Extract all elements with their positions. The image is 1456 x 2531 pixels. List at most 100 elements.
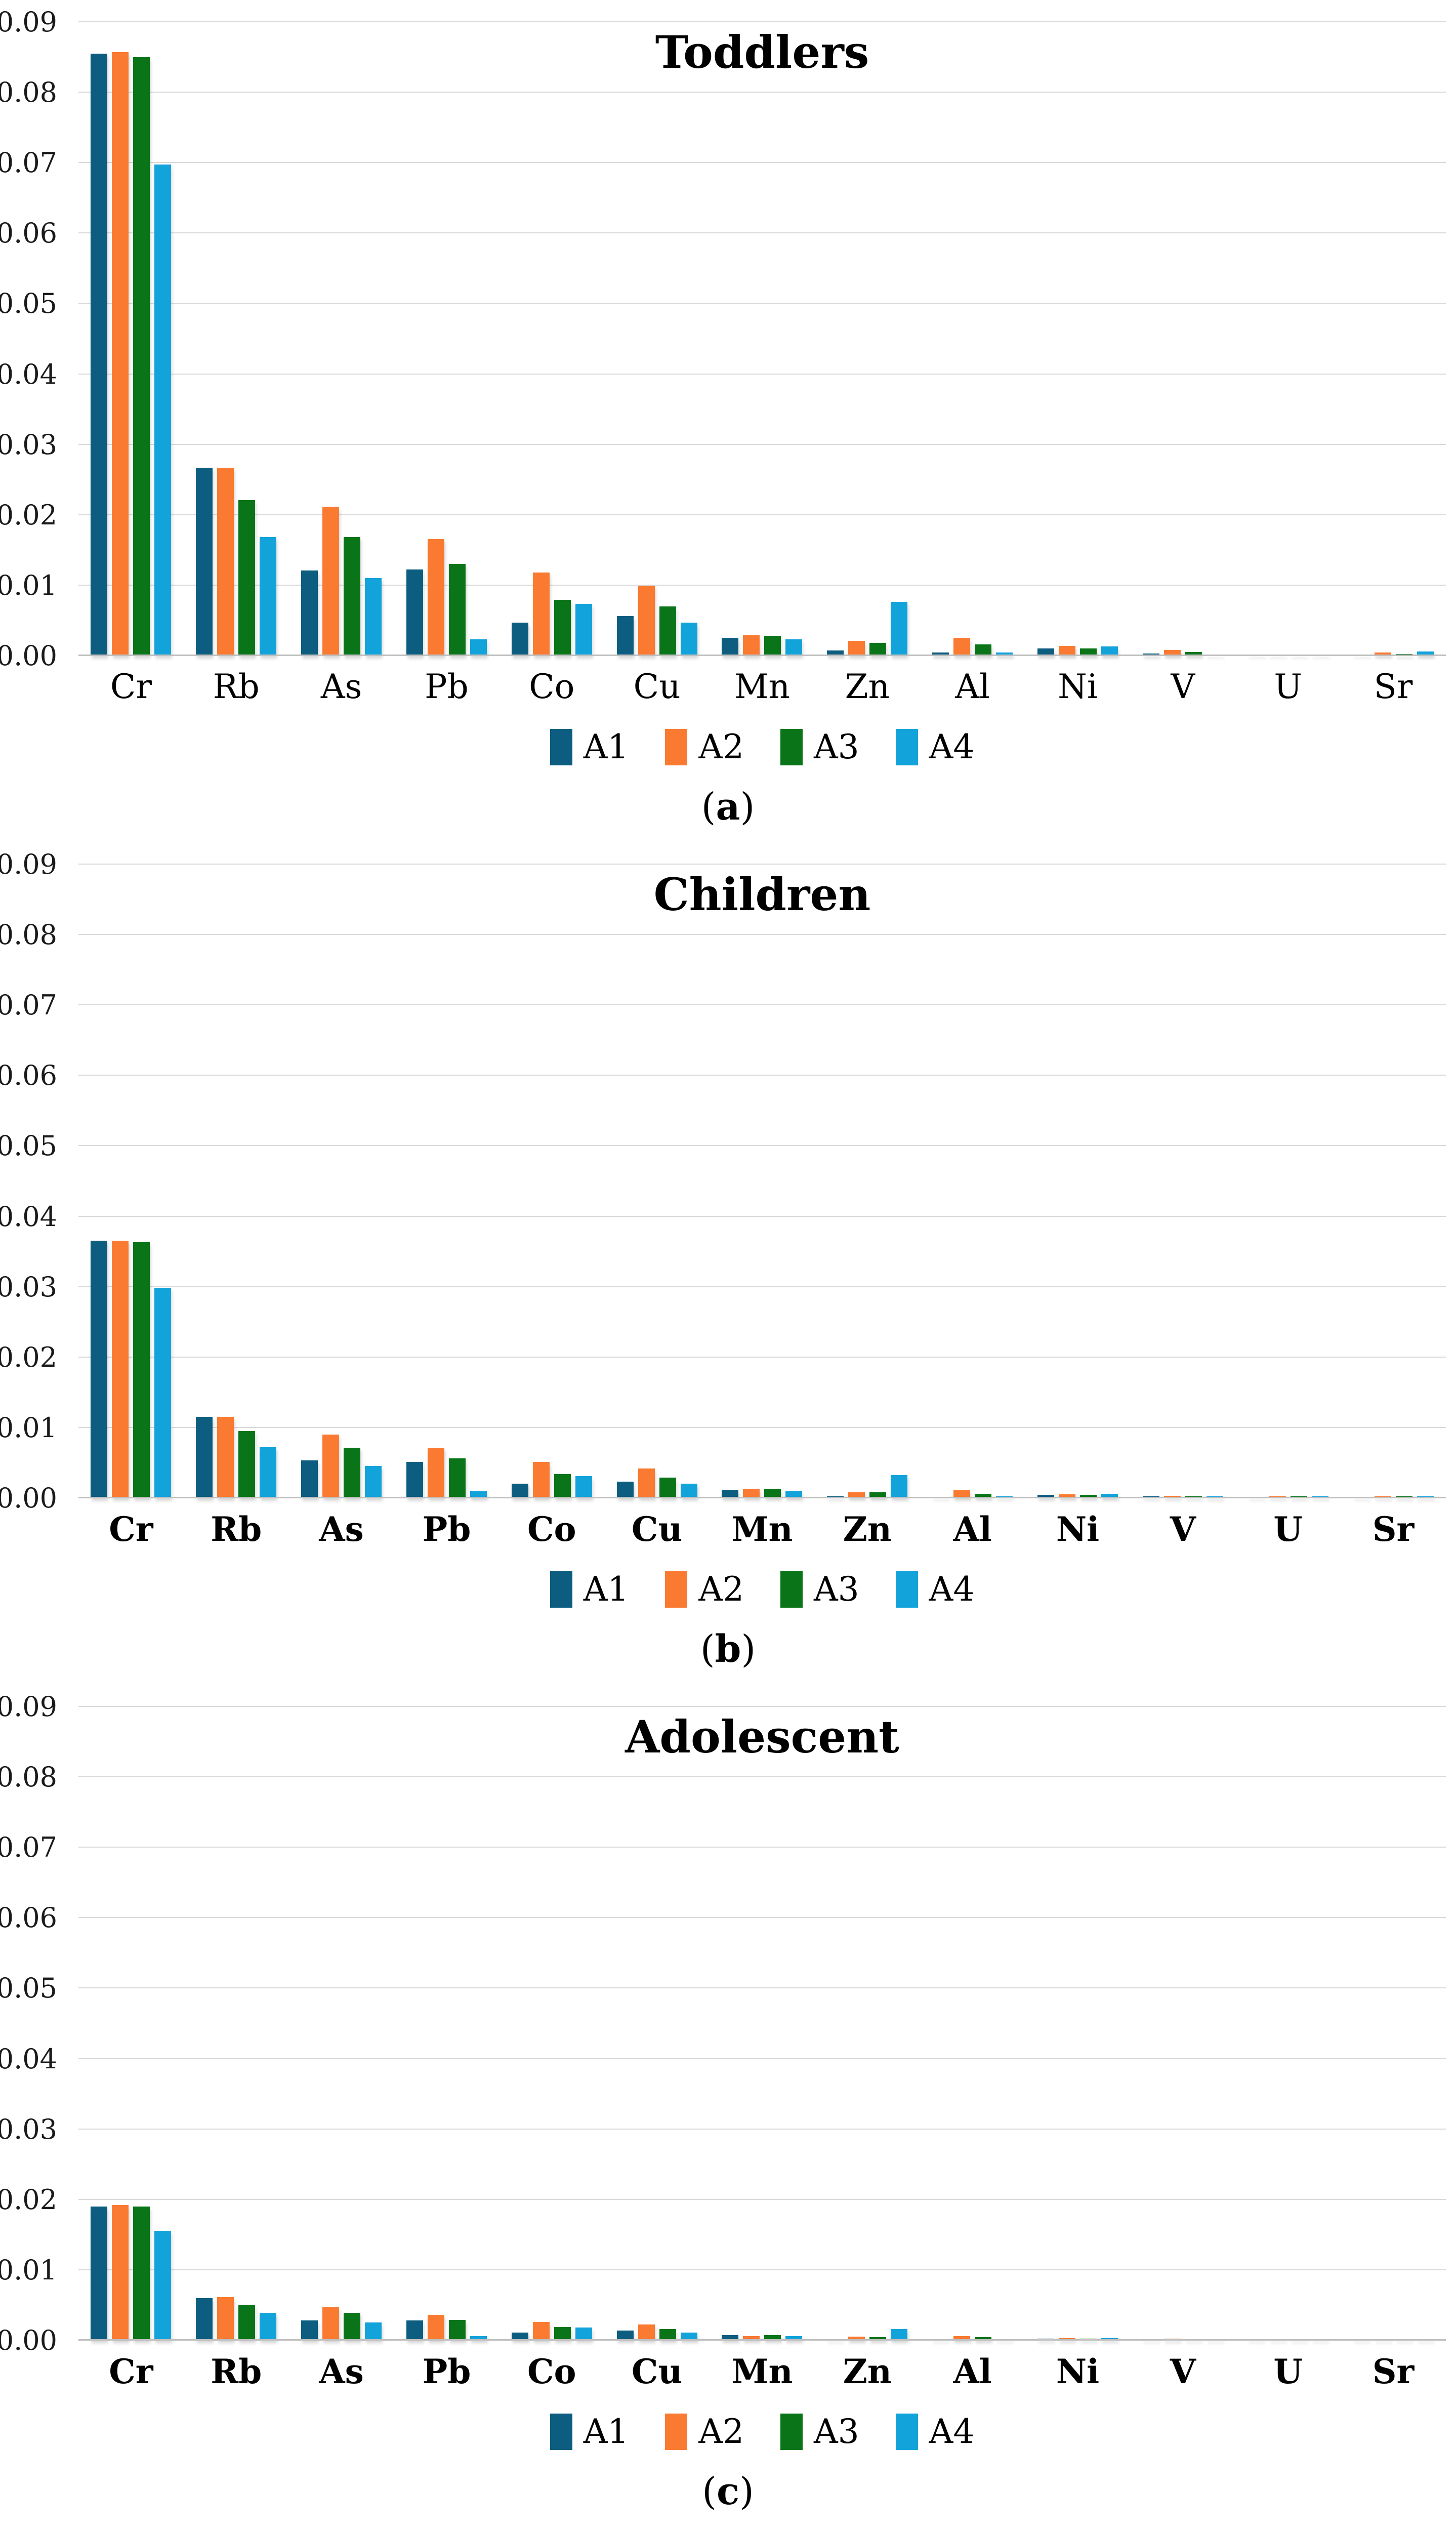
y-tick-label: 0.05	[0, 1972, 57, 2005]
x-label-U: U	[1273, 1509, 1303, 1549]
plot-area-a: 0.00 0.01 0.02 0.03 0.04 0.05 0.06 0.07 0.08 0.09…	[0, 9, 1446, 670]
bar-group-Sr	[1341, 22, 1446, 656]
x-label-Cr: Cr	[109, 2351, 153, 2391]
bar-group-Cr	[78, 864, 184, 1498]
legend-label-A1: A1	[583, 2412, 629, 2451]
bar-b-Ni-A1	[1037, 1495, 1055, 1498]
bar-a-Mn-A2	[743, 635, 760, 656]
bar-a-Pb-A4	[470, 639, 487, 656]
y-tick-label: 0.08	[0, 1761, 57, 1793]
bar-a-Sr-A2	[1374, 652, 1391, 656]
bar-b-Co-A4	[575, 1476, 592, 1498]
bar-a-Al-A1	[932, 652, 949, 656]
gridline	[78, 1215, 1446, 1217]
panel-caption-b: (b)	[0, 1627, 1456, 1671]
gridline	[78, 1145, 1446, 1147]
bar-b-Cr-A4	[154, 1288, 172, 1498]
caption-close-paren: )	[741, 1627, 756, 1671]
x-label-Ni: Ni	[1056, 1509, 1100, 1549]
bar-b-Mn-A3	[764, 1488, 781, 1498]
bar-group-Cr	[78, 1706, 184, 2340]
bar-c-Pb-A4	[470, 2336, 487, 2340]
gridline	[78, 232, 1446, 234]
bar-c-Rb-A1	[196, 2298, 213, 2340]
bar-a-Co-A1	[511, 622, 528, 656]
legend-label-A4: A4	[929, 1569, 975, 1609]
y-tick-label: 0.01	[0, 569, 57, 601]
x-label-Rb: Rb	[211, 2351, 262, 2391]
gridline	[78, 863, 1446, 865]
x-axis-line	[78, 655, 1446, 656]
bar-b-Cr-A2	[112, 1241, 129, 1498]
legend-item-A4: A4	[895, 1569, 975, 1609]
x-label-Ni: Ni	[1056, 2351, 1100, 2391]
x-label-As: As	[319, 1509, 364, 1549]
gridline	[78, 373, 1446, 375]
legend-item-A4: A4	[895, 728, 974, 765]
legend: A1 A2 A3 A4	[78, 1571, 1446, 1608]
bar-b-Rb-A2	[217, 1417, 234, 1498]
bar-group-Al	[920, 22, 1025, 656]
caption-open-paren: (	[702, 2469, 717, 2513]
bar-group-V	[1130, 1706, 1235, 2340]
bar-a-Zn-A2	[848, 640, 865, 656]
x-label-V: V	[1171, 667, 1195, 706]
bar-a-Ni-A3	[1080, 648, 1097, 656]
bar-c-Cr-A2	[112, 2205, 129, 2340]
legend-label-A1: A1	[583, 1569, 629, 1609]
bar-a-Cr-A1	[91, 53, 108, 656]
bar-c-Rb-A4	[260, 2312, 277, 2340]
bar-a-Cr-A4	[154, 165, 172, 656]
bar-b-Co-A1	[511, 1484, 528, 1498]
x-label-U: U	[1273, 2351, 1303, 2391]
legend-item-A1: A1	[550, 728, 629, 765]
y-tick-label: 0.08	[0, 919, 57, 951]
bar-a-V-A3	[1185, 652, 1202, 656]
bar-c-Rb-A3	[238, 2305, 256, 2340]
bar-a-Rb-A1	[196, 467, 213, 656]
y-tick-label: 0.01	[0, 2254, 57, 2286]
legend-item-A4: A4	[895, 2413, 974, 2450]
bar-c-As-A4	[365, 2322, 382, 2340]
bar-group-Zn	[815, 1706, 920, 2340]
bar-group-Al	[920, 864, 1025, 1498]
bar-group-Ni	[1025, 22, 1131, 656]
bar-c-As-A3	[344, 2312, 361, 2340]
y-tick-label: 0.03	[0, 428, 57, 461]
x-label-Al: Al	[953, 2351, 992, 2391]
x-label-Co: Co	[527, 1509, 576, 1549]
gridline	[78, 1847, 1446, 1848]
bar-c-Mn-A4	[785, 2336, 803, 2340]
x-label-Mn: Mn	[734, 667, 791, 706]
legend-swatch-A1	[550, 2413, 572, 2450]
bar-group-Co	[499, 22, 604, 656]
gridline	[78, 1075, 1446, 1076]
bar-b-Rb-A1	[196, 1417, 213, 1498]
x-label-U: U	[1274, 667, 1303, 706]
gridline	[78, 162, 1446, 164]
bar-c-As-A2	[322, 2307, 340, 2340]
bar-c-Zn-A3	[869, 2337, 887, 2340]
bar-a-As-A1	[301, 570, 318, 656]
legend-swatch-A2	[665, 728, 688, 765]
legend-swatch-A2	[665, 1571, 688, 1608]
bar-c-Pb-A3	[448, 2319, 466, 2340]
bar-group-As	[289, 864, 394, 1498]
legend-label-A3: A3	[814, 727, 859, 766]
bar-a-Al-A2	[953, 638, 971, 656]
bar-group-Ni	[1025, 864, 1131, 1498]
x-label-Cu: Cu	[631, 1509, 683, 1549]
panel-caption-a: (a)	[0, 786, 1456, 828]
bar-c-Al-A3	[975, 2337, 992, 2340]
gridline	[78, 21, 1446, 22]
bar-c-Mn-A1	[722, 2335, 739, 2340]
bar-b-Cr-A1	[91, 1241, 108, 1498]
legend: A1 A2 A3 A4	[78, 727, 1446, 766]
bar-c-Co-A4	[575, 2327, 592, 2340]
bar-group-Zn	[815, 864, 920, 1498]
gridline	[78, 1426, 1446, 1428]
y-tick-label: 0.04	[0, 358, 57, 390]
legend-swatch-A2	[665, 2413, 688, 2450]
y-tick-label: 0.02	[0, 1341, 57, 1373]
bar-b-Mn-A2	[743, 1488, 760, 1498]
